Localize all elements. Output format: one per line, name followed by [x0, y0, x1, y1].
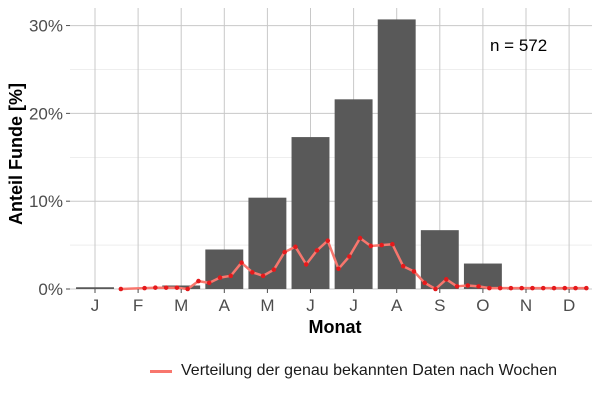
weekly-point [411, 269, 417, 274]
weekly-point [142, 285, 147, 291]
weekly-point [368, 243, 374, 249]
weekly-point [303, 262, 309, 267]
x-tick-label: F [133, 296, 143, 315]
weekly-point [443, 277, 449, 282]
weekly-point [465, 283, 471, 288]
weekly-point [250, 270, 255, 275]
x-tick-label: A [219, 296, 231, 315]
weekly-point [325, 238, 331, 244]
x-tick-label: M [260, 296, 274, 315]
x-tick-label: M [174, 296, 188, 315]
weekly-point [185, 286, 190, 292]
weekly-point [519, 285, 524, 291]
weekly-point [497, 285, 503, 291]
weekly-point [260, 273, 266, 279]
weekly-point [562, 285, 568, 291]
x-tick-label: J [91, 296, 100, 315]
weekly-point [454, 284, 460, 289]
weekly-point [530, 285, 535, 291]
weekly-point [228, 273, 234, 279]
weekly-point [476, 284, 481, 289]
x-tick-label: J [349, 296, 358, 315]
weekly-point [239, 260, 244, 265]
weekly-point [573, 285, 578, 291]
y-axis-title: Anteil Funde [%] [6, 83, 26, 225]
bar-M [248, 197, 287, 289]
legend-line-key [150, 369, 172, 373]
bar-J [334, 99, 373, 289]
weekly-point [282, 249, 287, 255]
weekly-point [336, 266, 341, 272]
y-axis-ticks: 0% 10% 20% 30% [29, 17, 70, 299]
y-tick-label: 0% [38, 280, 63, 299]
x-tick-label: D [563, 296, 575, 315]
weekly-point [422, 280, 428, 286]
weekly-point [400, 263, 406, 269]
weekly-point [293, 244, 298, 250]
weekly-point [433, 286, 438, 292]
weekly-point [271, 267, 277, 272]
weekly-point [163, 285, 169, 290]
legend-label: Verteilung der genau bekannten Daten nac… [181, 362, 557, 379]
weekly-point [551, 285, 557, 291]
weekly-point [217, 275, 223, 280]
y-tick-label: 30% [29, 17, 63, 36]
legend: Verteilung der genau bekannten Daten nac… [150, 362, 557, 380]
weekly-point [196, 278, 201, 284]
weekly-point [508, 285, 514, 291]
x-tick-label: A [391, 296, 403, 315]
x-tick-label: J [306, 296, 315, 315]
bar-A [377, 19, 416, 290]
weekly-series-points [118, 235, 589, 292]
weekly-point [153, 285, 158, 290]
x-tick-label: S [434, 296, 445, 315]
weekly-point [390, 241, 395, 247]
bar-J [76, 287, 114, 289]
weekly-point [584, 285, 589, 291]
y-tick-label: 10% [29, 192, 63, 211]
weekly-point [487, 285, 492, 291]
weekly-point [314, 248, 320, 253]
weekly-point [206, 280, 212, 286]
annotation-n: n = 572 [490, 36, 547, 55]
x-tick-label: N [520, 296, 532, 315]
y-tick-label: 20% [29, 104, 63, 123]
weekly-point [357, 235, 363, 241]
weekly-point [174, 285, 180, 290]
x-tick-label: O [476, 296, 489, 315]
weekly-point [379, 242, 384, 248]
weekly-point [540, 285, 546, 291]
bar-J [291, 137, 330, 289]
weekly-point [346, 254, 352, 259]
x-axis-title: Monat [309, 317, 362, 337]
weekly-point [118, 286, 124, 292]
bar-S [420, 230, 459, 289]
